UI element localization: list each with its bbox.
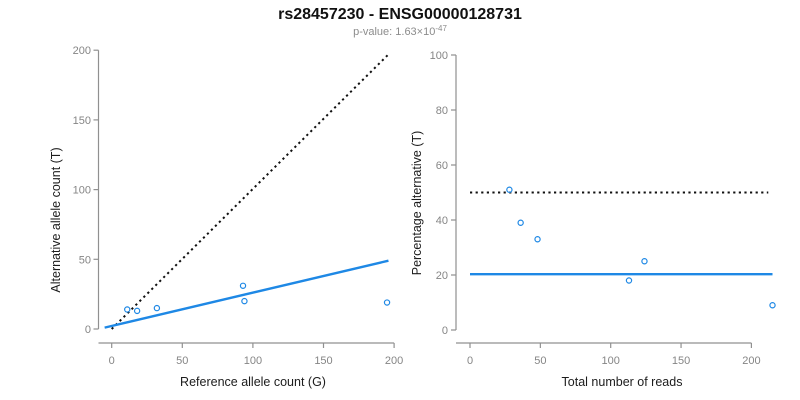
data-point	[133, 307, 141, 315]
regression-line	[104, 259, 389, 329]
x-tick-label: 200	[385, 355, 403, 367]
x-tick-label: 150	[672, 355, 690, 367]
x-axis-title: Total number of reads	[562, 375, 683, 389]
data-point	[383, 299, 391, 306]
x-tick-label: 150	[314, 355, 332, 367]
left-chart: 0 50 100 150 200 0 50 100 150 200 Reference allele…	[49, 45, 403, 389]
x-tick-label: 100	[602, 355, 620, 367]
data-point	[625, 277, 633, 284]
y-tick-label: 20	[436, 270, 448, 282]
x-tick-label: 100	[244, 355, 262, 367]
y-axis-title: Percentage alternative (T)	[410, 131, 424, 276]
data-point	[769, 302, 776, 309]
x-tick-label: 0	[467, 355, 473, 367]
data-point	[506, 186, 513, 193]
figure-title: rs28457230 - ENSG00000128731	[278, 6, 522, 23]
y-tick-label: 0	[442, 325, 448, 337]
y-tick-label: 100	[73, 185, 91, 197]
y-tick-label: 200	[73, 45, 91, 57]
y-tick-label: 60	[436, 160, 448, 172]
y-tick-label: 80	[436, 105, 448, 117]
y-tick-label: 40	[436, 215, 448, 227]
y-tick-label: 150	[73, 115, 91, 127]
x-axis-title: Reference allele count (G)	[180, 375, 326, 389]
pvalue-exponent: -47	[435, 24, 447, 33]
data-point	[153, 304, 161, 312]
data-point	[517, 219, 524, 226]
y-tick-label: 50	[79, 254, 91, 266]
data-point	[239, 282, 247, 289]
y-tick-label: 0	[85, 324, 91, 336]
y-tick-label: 100	[430, 50, 448, 62]
pvalue-text: p-value: 1.63×10	[353, 26, 436, 38]
x-tick-label: 50	[534, 355, 546, 367]
right-chart: 0 20 40 60 80 100 0 50 100 150 200 Total number of …	[410, 50, 776, 389]
x-tick-label: 0	[109, 355, 115, 367]
data-point	[641, 258, 648, 265]
pvalue-subtitle: p-value: 1.63×10-47	[0, 24, 800, 38]
x-tick-label: 200	[742, 355, 760, 367]
x-tick-label: 50	[176, 355, 188, 367]
data-point	[241, 297, 248, 305]
data-point	[534, 236, 541, 243]
y-axis-title: Alternative allele count (T)	[49, 147, 63, 292]
data-point	[124, 306, 131, 313]
identity-line	[110, 53, 390, 330]
